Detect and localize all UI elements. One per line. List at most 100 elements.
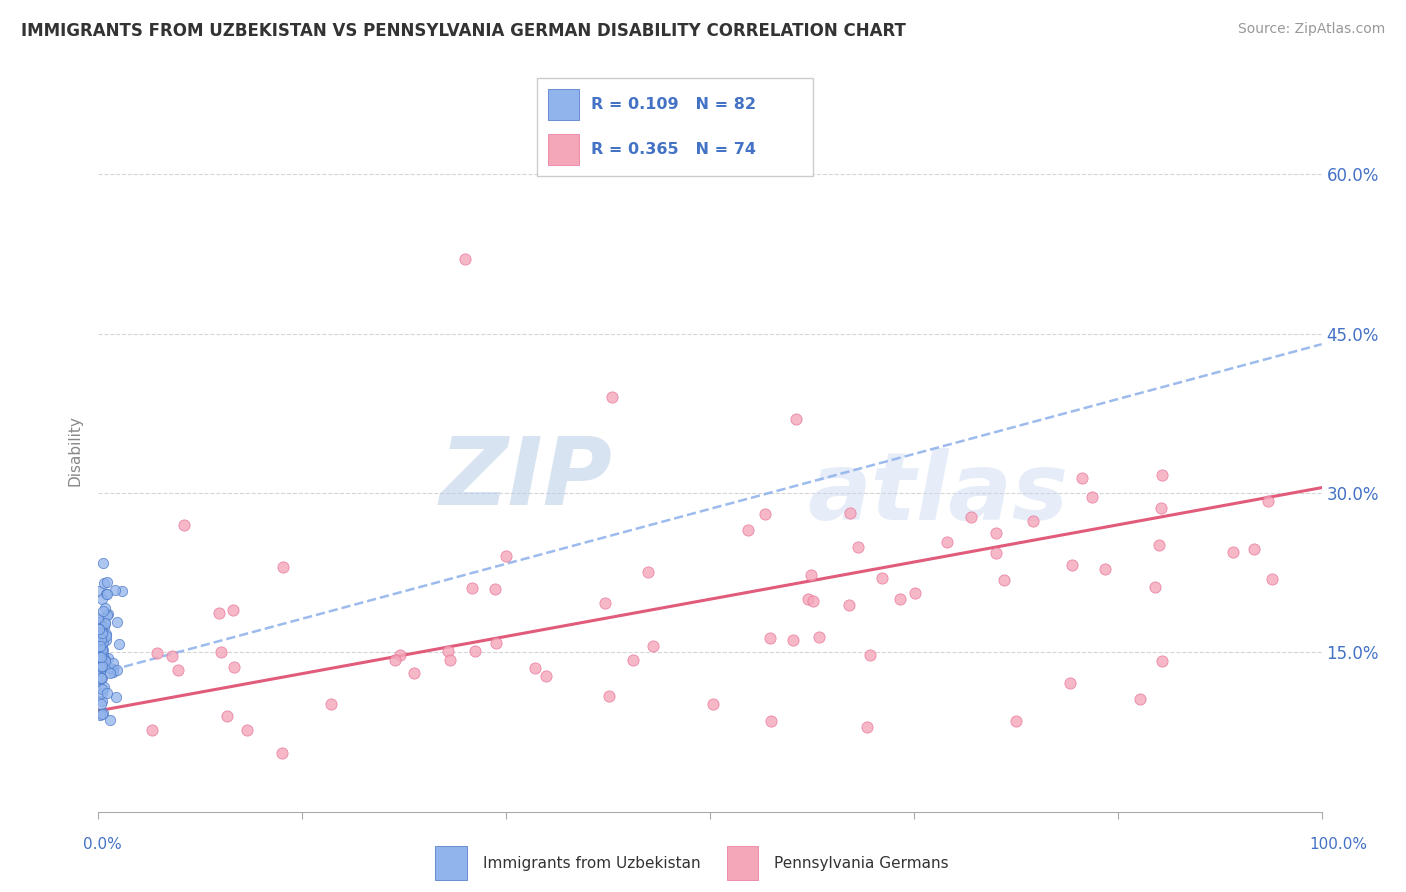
Point (388, 648, 411, 662)
Point (90, 634, 112, 648)
Point (797, 592, 820, 607)
Point (98, 666, 121, 681)
Point (785, 411, 807, 425)
Point (90, 643, 112, 657)
Point (89, 622, 111, 636)
Point (207, 606, 229, 620)
Point (495, 549, 517, 564)
Point (1152, 654, 1174, 668)
Point (98, 661, 121, 675)
Point (101, 662, 124, 676)
Text: atlas: atlas (808, 448, 1069, 540)
Point (1059, 676, 1081, 690)
Point (96, 686, 118, 700)
Bar (727, 846, 758, 880)
Point (321, 697, 343, 711)
Point (889, 592, 911, 607)
Point (89, 640, 111, 654)
Point (90, 624, 112, 639)
Point (146, 646, 169, 660)
Point (93, 576, 115, 591)
Point (93, 616, 115, 631)
Point (97, 650, 120, 665)
Point (1129, 691, 1152, 706)
Point (91, 643, 114, 657)
Point (464, 644, 486, 658)
Point (87, 659, 110, 673)
Point (485, 636, 508, 650)
Point (454, 252, 477, 267)
Text: 100.0%: 100.0% (1309, 838, 1368, 852)
Point (801, 593, 824, 607)
Point (270, 746, 292, 760)
Point (759, 632, 782, 646)
Text: IMMIGRANTS FROM UZBEKISTAN VS PENNSYLVANIA GERMAN DISABILITY CORRELATION CHART: IMMIGRANTS FROM UZBEKISTAN VS PENNSYLVAN… (21, 22, 905, 40)
Point (761, 714, 783, 729)
Point (800, 568, 823, 582)
Point (91, 686, 114, 700)
Text: ZIP: ZIP (439, 434, 612, 525)
Point (94, 653, 117, 667)
Point (1094, 561, 1116, 575)
Bar (436, 846, 467, 880)
Point (1260, 573, 1282, 587)
Point (87, 622, 110, 636)
Point (621, 653, 644, 667)
Point (1143, 580, 1166, 594)
Point (96, 575, 118, 590)
Point (235, 723, 257, 737)
Point (904, 586, 927, 600)
Point (1152, 468, 1174, 483)
Point (222, 603, 245, 617)
Point (167, 663, 190, 677)
Point (98, 713, 121, 727)
Point (222, 660, 245, 674)
Point (91, 681, 114, 696)
Point (93, 619, 115, 633)
Point (87, 611, 110, 625)
Point (141, 723, 163, 738)
Point (101, 665, 124, 679)
Point (846, 541, 869, 555)
Point (111, 584, 134, 599)
Point (101, 656, 124, 670)
Point (90, 697, 112, 711)
Point (89, 708, 111, 723)
Bar (548, 135, 579, 165)
Point (1071, 471, 1094, 485)
Point (404, 666, 426, 681)
Point (105, 690, 128, 704)
Point (89, 640, 111, 655)
Point (643, 639, 665, 653)
Point (90, 625, 112, 640)
Point (1147, 538, 1170, 552)
Point (94, 630, 117, 644)
Point (91, 648, 114, 662)
Point (598, 690, 620, 704)
Point (94, 600, 117, 615)
Text: Source: ZipAtlas.com: Source: ZipAtlas.com (1237, 22, 1385, 37)
Point (217, 709, 239, 723)
Point (1243, 541, 1265, 556)
Point (1004, 714, 1026, 729)
Point (90, 706, 112, 721)
Point (89, 650, 111, 665)
Point (1257, 494, 1279, 508)
Point (737, 523, 759, 537)
Point (600, 390, 623, 404)
Point (91, 694, 114, 708)
Point (90, 671, 112, 685)
Point (90, 659, 112, 673)
Point (104, 583, 127, 598)
Point (437, 644, 460, 658)
Point (595, 596, 617, 610)
FancyBboxPatch shape (537, 78, 813, 177)
Point (439, 653, 461, 667)
Point (702, 697, 724, 711)
Point (91, 657, 114, 672)
Point (856, 720, 879, 734)
Point (637, 566, 659, 580)
Point (91, 626, 114, 640)
Point (87, 615, 110, 629)
Point (91, 626, 114, 640)
